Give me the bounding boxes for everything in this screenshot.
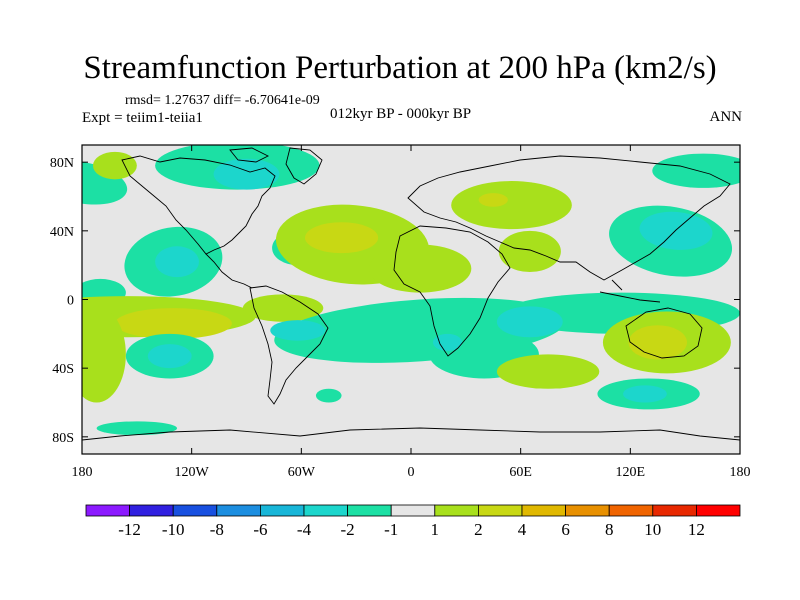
colorbar-swatch-8 — [434, 504, 479, 517]
contour-region-25 — [270, 320, 326, 341]
contour-region-5 — [155, 246, 199, 278]
y-tick-label-3: 40S — [52, 362, 74, 377]
colorbar-swatch-6 — [347, 504, 392, 517]
colorbar-label-9: 4 — [518, 520, 527, 539]
colorbar-label-7: 1 — [431, 520, 440, 539]
x-tick-label-0: 180 — [72, 465, 93, 480]
colorbar-label-2: -8 — [210, 520, 224, 539]
experiment-label: Expt = teiim1-teiia1 — [82, 110, 203, 126]
colorbar-label-5: -2 — [341, 520, 355, 539]
colorbar-swatch-0 — [85, 504, 130, 517]
x-tick-label-6: 180 — [730, 465, 751, 480]
contour-region-24 — [496, 306, 563, 338]
colorbar-swatch-10 — [521, 504, 566, 517]
x-tick-label-2: 60W — [288, 465, 316, 480]
colorbar-label-10: 6 — [561, 520, 570, 539]
contour-region-19 — [82, 306, 126, 403]
contour-region-26 — [432, 333, 463, 351]
y-tick-label-2: 0 — [67, 294, 74, 309]
chart-title: Streamfunction Perturbation at 200 hPa (… — [83, 50, 717, 86]
colorbar-swatch-7 — [390, 504, 436, 517]
contour-region-15 — [498, 230, 561, 273]
colorbar-label-6: -1 — [384, 520, 398, 539]
y-tick-label-0: 80N — [50, 156, 74, 171]
colorbar-label-1: -10 — [162, 520, 185, 539]
y-tick-label-4: 80S — [52, 431, 74, 446]
colorbar-swatch-14 — [696, 504, 741, 517]
x-tick-label-3: 0 — [408, 465, 415, 480]
colorbar-swatch-2 — [172, 504, 218, 517]
colorbar: -12 -10 -8 -6 -4 -2 -1 1 2 4 6 8 10 12 — [85, 504, 741, 539]
colorbar-label-4: -4 — [297, 520, 312, 539]
contour-region-18 — [114, 308, 232, 339]
contour-region-13 — [451, 181, 572, 230]
coastline-layer — [82, 147, 740, 441]
contour-region-9 — [639, 211, 713, 250]
x-tick-label-5: 120E — [616, 465, 646, 480]
x-tick-label-1: 120W — [175, 465, 210, 480]
contour-region-20 — [242, 294, 324, 322]
colorbar-swatch-12 — [608, 504, 654, 517]
colorbar-swatch-1 — [129, 504, 174, 517]
contour-fill-layer — [82, 145, 740, 436]
contour-region-29 — [496, 354, 600, 389]
contour-region-28 — [628, 325, 687, 360]
contour-region-16 — [92, 151, 137, 180]
contour-region-14 — [478, 193, 508, 207]
colorbar-label-8: 2 — [474, 520, 483, 539]
contour-region-11 — [368, 244, 472, 293]
contour-region-3 — [213, 158, 280, 190]
contour-region-35 — [96, 421, 178, 436]
colorbar-swatch-4 — [259, 504, 305, 517]
colorbar-swatch-9 — [477, 504, 523, 517]
axis-layer: 180 120W 60W 0 60E 120E 180 80N 40N 0 40S 80S — [50, 145, 751, 480]
period-label: 012kyr BP - 000kyr BP — [330, 106, 472, 122]
stats-text: rmsd= 1.27637 diff= -6.70641e-09 — [125, 93, 320, 108]
contour-region-34 — [315, 388, 342, 403]
colorbar-label-3: -6 — [253, 520, 267, 539]
colorbar-label-0: -12 — [118, 520, 141, 539]
y-tick-label-1: 40N — [50, 225, 74, 240]
contour-region-33 — [623, 385, 667, 403]
x-tick-label-4: 60E — [509, 465, 532, 480]
colorbar-swatch-11 — [565, 504, 610, 517]
colorbar-label-13: 12 — [688, 520, 705, 539]
contour-region-12 — [304, 222, 379, 254]
colorbar-label-12: 10 — [644, 520, 661, 539]
season-label: ANN — [709, 109, 743, 125]
contour-region-31 — [147, 344, 192, 369]
colorbar-swatch-5 — [303, 504, 348, 517]
contour-region-2 — [652, 153, 740, 188]
colorbar-label-11: 8 — [605, 520, 614, 539]
colorbar-swatch-3 — [216, 504, 261, 517]
colorbar-swatch-13 — [652, 504, 697, 517]
